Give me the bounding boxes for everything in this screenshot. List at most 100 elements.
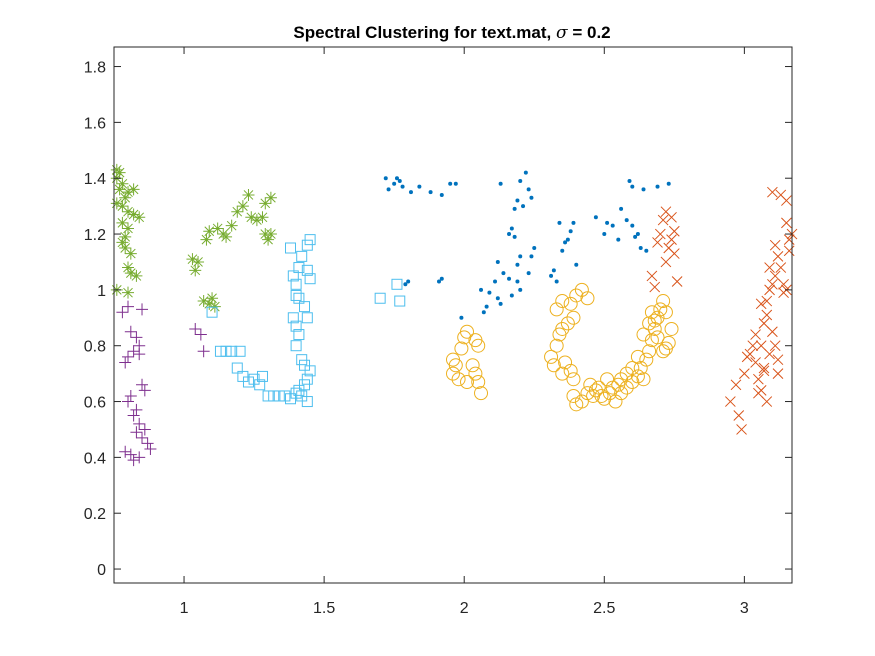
asterisk-point	[122, 286, 135, 299]
square-point	[285, 242, 297, 254]
dot-point	[635, 232, 640, 237]
x-point	[769, 270, 781, 282]
plus-point	[130, 331, 143, 344]
plus-point	[127, 454, 140, 467]
axes-frame	[113, 46, 793, 584]
dot-point	[386, 187, 391, 192]
x-point	[646, 270, 658, 282]
asterisk-point	[119, 230, 132, 243]
x-point	[758, 365, 770, 377]
circle-point	[664, 321, 679, 336]
dot-point	[529, 195, 534, 200]
x-point	[657, 214, 669, 226]
circle-point	[658, 341, 673, 356]
dot-point	[439, 192, 444, 197]
asterisk-point	[236, 200, 249, 213]
dot-point	[523, 170, 528, 175]
circle-point	[465, 358, 480, 373]
dot-point	[666, 181, 671, 186]
square-point	[304, 273, 316, 285]
y-tick-label: 0.2	[84, 506, 106, 523]
circle-point	[608, 394, 623, 409]
dot-point	[507, 232, 512, 237]
square-point	[226, 345, 238, 357]
asterisk-point	[122, 222, 135, 235]
circle-point	[555, 366, 570, 381]
asterisk-point	[242, 188, 255, 201]
dot-point	[557, 220, 562, 225]
asterisk-point	[203, 225, 216, 238]
x-point	[758, 318, 770, 329]
dot-point	[428, 190, 433, 195]
circle-point	[591, 380, 606, 395]
dot-point	[509, 293, 514, 298]
square-point	[299, 301, 311, 313]
dot-point	[610, 223, 615, 228]
circle-point	[448, 358, 463, 373]
circle-point	[566, 310, 581, 325]
circle-point	[650, 330, 665, 345]
circle-point	[633, 361, 648, 376]
x-point	[668, 248, 680, 259]
x-point	[750, 357, 761, 368]
x-tick-label: 3	[740, 600, 749, 617]
square-point	[301, 312, 313, 324]
asterisk-point	[186, 253, 199, 266]
dot-point	[602, 232, 607, 237]
dot-point	[493, 279, 498, 284]
dot-point	[453, 181, 458, 186]
x-point	[783, 234, 795, 245]
dot-point	[515, 198, 520, 203]
dot-point	[481, 310, 486, 315]
circle-point	[574, 282, 589, 297]
x-tick-label: 1	[180, 600, 189, 617]
circle-point	[619, 380, 634, 395]
x-point	[654, 228, 666, 240]
dot-point	[593, 215, 598, 220]
x-point	[772, 251, 784, 262]
square-point	[234, 345, 246, 357]
square-point	[287, 312, 299, 324]
square-point	[279, 390, 291, 402]
x-point	[781, 217, 792, 229]
circle-point	[549, 338, 564, 353]
circle-point	[546, 358, 561, 373]
circle-point	[446, 366, 460, 381]
square-point	[214, 345, 226, 357]
circle-point	[619, 366, 634, 381]
circle-point	[451, 372, 466, 387]
dot-point	[630, 184, 635, 189]
dot-point	[605, 220, 610, 225]
x-point	[767, 278, 778, 290]
dot-point	[408, 190, 413, 195]
x-tick-label: 2.5	[593, 600, 615, 617]
y-tick-label: 0.8	[84, 339, 106, 356]
asterisk-point	[119, 191, 132, 204]
dot-point	[394, 176, 399, 181]
x-point	[750, 329, 761, 340]
x-point	[767, 326, 778, 338]
circle-point	[597, 391, 612, 406]
dot-point	[495, 296, 500, 301]
square-point	[268, 390, 280, 402]
square-point	[254, 379, 266, 391]
dot-point	[403, 282, 408, 287]
circle-point	[471, 375, 486, 389]
circle-point	[644, 305, 659, 320]
asterisk-point	[127, 208, 140, 221]
circle-point	[586, 388, 601, 403]
dot-point	[655, 184, 660, 189]
asterisk-point	[225, 219, 238, 232]
markers-layer	[110, 163, 798, 467]
dot-point	[644, 248, 649, 253]
dot-point	[565, 237, 570, 242]
circle-point	[563, 363, 578, 378]
x-point	[778, 287, 789, 299]
dot-point	[518, 179, 523, 183]
circle-point	[583, 377, 598, 392]
circle-point	[614, 386, 629, 401]
asterisk-point	[250, 214, 263, 227]
x-point	[783, 245, 795, 257]
plus-point	[122, 395, 135, 408]
dot-point	[638, 246, 643, 250]
